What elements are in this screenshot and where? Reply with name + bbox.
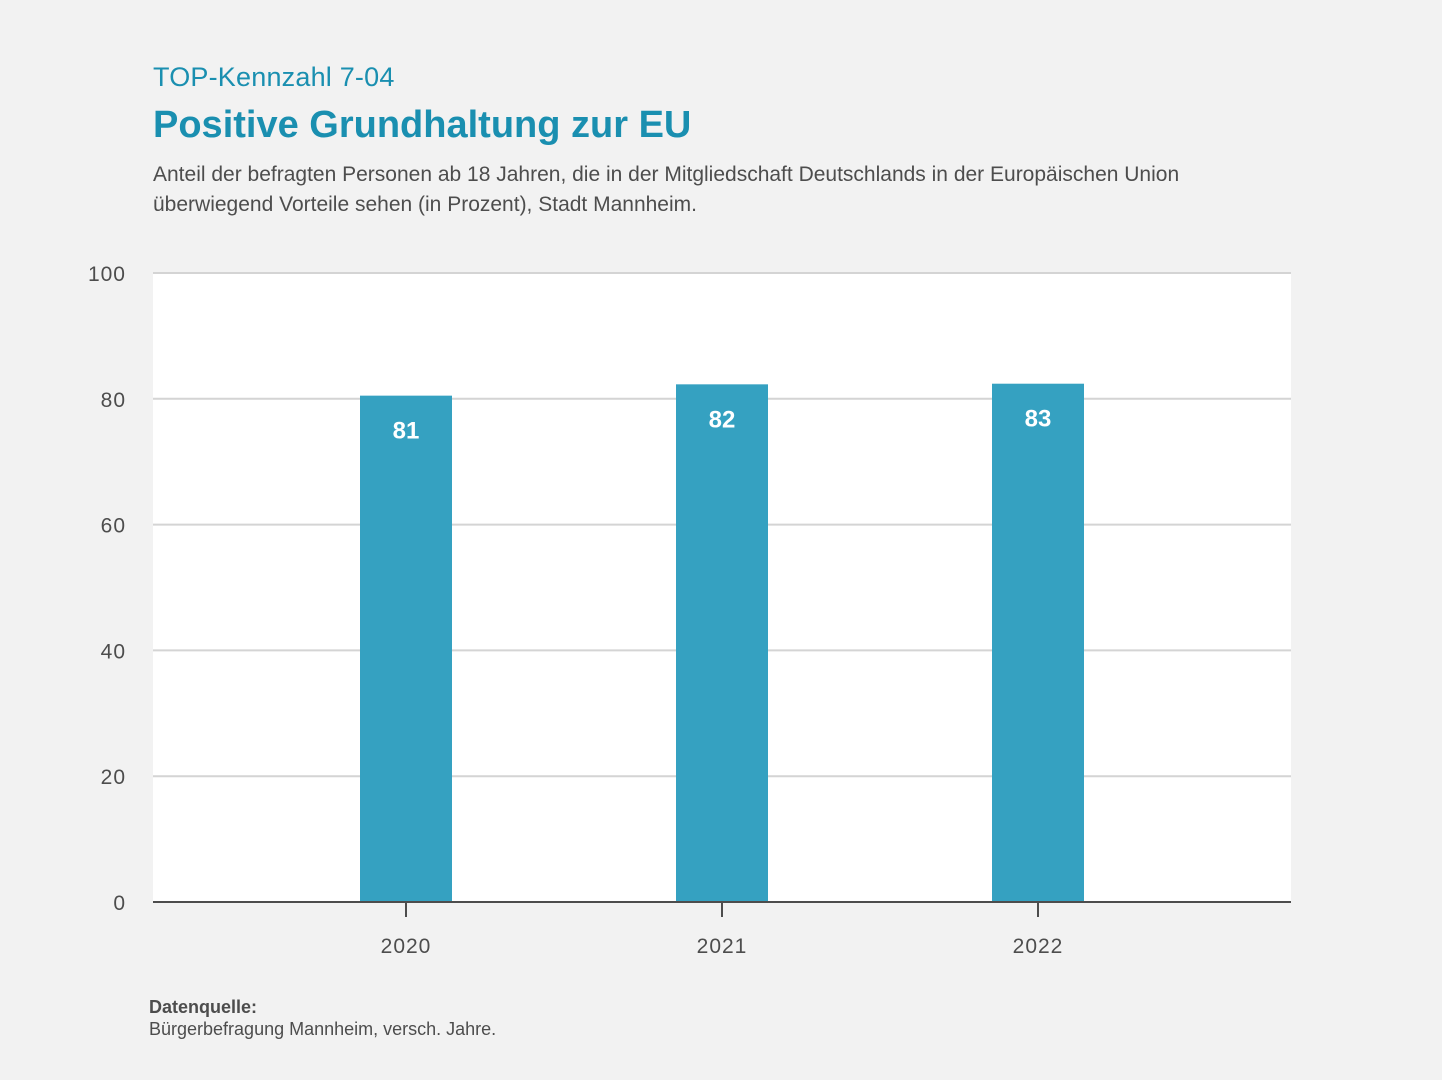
subtitle-line-1: Anteil der befragten Personen ab 18 Jahr… bbox=[153, 163, 1180, 186]
chart-subtitle: Anteil der befragten Personen ab 18 Jahr… bbox=[153, 160, 1293, 220]
source-label: Datenquelle: bbox=[149, 997, 258, 1017]
data-label-2022: 83 bbox=[1025, 406, 1052, 433]
y-tick-label: 60 bbox=[101, 515, 126, 538]
data-label-2021: 82 bbox=[709, 406, 736, 433]
bar-2021 bbox=[676, 384, 768, 902]
source-text: Bürgerbefragung Mannheim, versch. Jahre. bbox=[149, 1019, 497, 1039]
bar-2020 bbox=[360, 395, 452, 902]
data-label-2020: 81 bbox=[393, 418, 420, 445]
y-tick-label: 0 bbox=[113, 892, 126, 915]
x-tick-label: 2022 bbox=[1013, 935, 1064, 958]
y-tick-label: 80 bbox=[101, 389, 126, 412]
y-tick-label: 20 bbox=[101, 766, 126, 789]
x-tick-label: 2020 bbox=[381, 935, 432, 958]
data-source: Datenquelle: Bürgerbefragung Mannheim, v… bbox=[149, 996, 496, 1040]
chart-title: Positive Grundhaltung zur EU bbox=[153, 104, 692, 146]
y-tick-label: 40 bbox=[101, 640, 126, 663]
x-tick-label: 2021 bbox=[697, 935, 748, 958]
subtitle-line-2: überwiegend Vorteile sehen (in Prozent),… bbox=[153, 193, 697, 216]
kennzahl-label: TOP-Kennzahl 7-04 bbox=[153, 62, 395, 92]
bar-2022 bbox=[992, 383, 1084, 903]
y-tick-label: 100 bbox=[88, 263, 126, 286]
